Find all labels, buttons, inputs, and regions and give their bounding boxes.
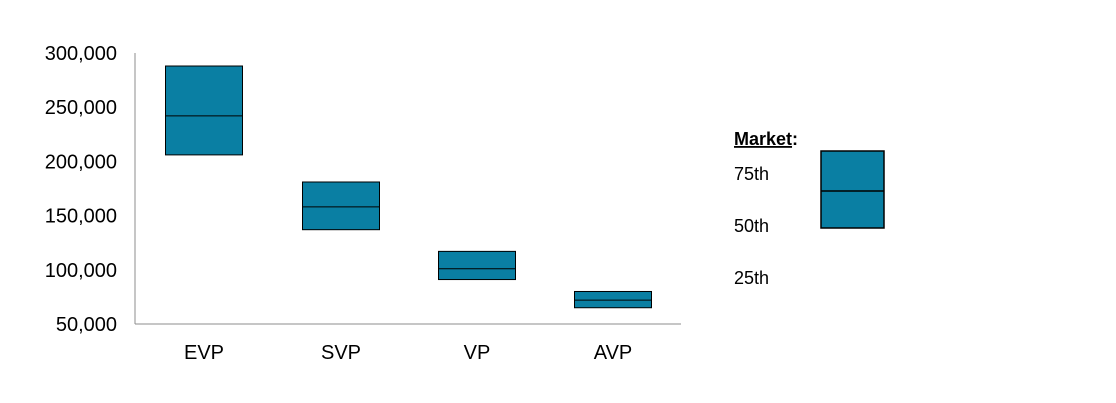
y-tick-label: 300,000 (45, 43, 117, 65)
y-tick-label: 50,000 (56, 314, 117, 336)
y-tick-label: 250,000 (45, 97, 117, 119)
box-svp (302, 181, 380, 231)
y-tick-labels: 300,000 250,000 200,000 150,000 100,000 50,00… (45, 43, 117, 336)
y-tick-label: 200,000 (45, 151, 117, 173)
legend: Market: 75th 50th 25th (734, 129, 885, 288)
legend-label-75th: 75th (734, 164, 769, 184)
x-tick-label: AVP (594, 342, 633, 364)
box-vp (438, 250, 516, 281)
y-tick-label: 100,000 (45, 260, 117, 282)
x-tick-label: EVP (184, 342, 224, 364)
legend-label-25th: 25th (734, 268, 769, 288)
legend-box (820, 150, 885, 229)
legend-title-colon: : (792, 129, 798, 149)
legend-title: Market: (734, 129, 798, 149)
box-avp (574, 290, 652, 309)
x-tick-label: SVP (321, 342, 361, 364)
boxes (165, 65, 652, 309)
x-tick-label: VP (464, 342, 491, 364)
legend-title-text: Market (734, 129, 792, 149)
box-evp (165, 65, 243, 156)
legend-label-50th: 50th (734, 216, 769, 236)
y-tick-label: 150,000 (45, 206, 117, 228)
x-tick-labels: EVP SVP VP AVP (184, 342, 632, 364)
